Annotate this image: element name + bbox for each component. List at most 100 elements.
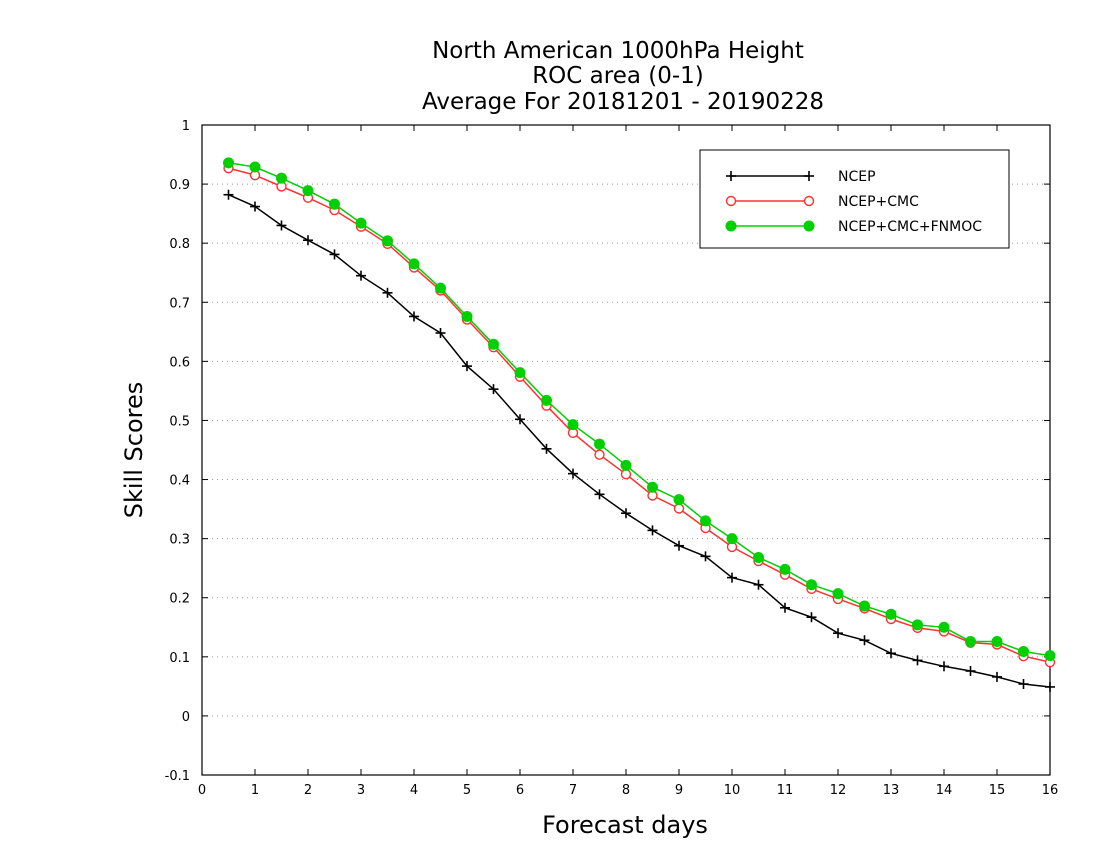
data-point-filled-circle xyxy=(461,310,473,322)
data-point-open-circle xyxy=(620,469,632,480)
data-point-plus xyxy=(356,270,366,281)
data-point-filled-circle xyxy=(806,579,817,591)
y-tick-label: 0.4 xyxy=(169,474,190,489)
data-point-plus xyxy=(965,666,976,676)
data-point-plus xyxy=(303,235,313,246)
data-point-plus xyxy=(833,628,843,639)
data-point-filled-circle xyxy=(223,157,234,169)
y-tick-label: 0 xyxy=(182,710,190,725)
data-point-plus xyxy=(541,443,552,454)
legend-entry: NCEP xyxy=(726,169,876,185)
x-tick-label: 10 xyxy=(724,783,741,798)
data-point-filled-circle xyxy=(382,235,393,247)
data-point-plus xyxy=(435,328,446,338)
data-point-filled-circle xyxy=(832,588,844,600)
data-point-filled-circle xyxy=(965,635,976,647)
data-point-plus xyxy=(515,414,525,425)
data-point-filled-circle xyxy=(329,198,340,210)
x-tick-label: 7 xyxy=(569,783,577,798)
x-tick-label: 2 xyxy=(304,783,312,798)
legend-label: NCEP xyxy=(838,169,876,185)
x-axis-label: Forecast days xyxy=(542,811,708,839)
x-tick-label: 5 xyxy=(463,783,471,798)
data-point-plus xyxy=(806,612,817,623)
data-point-plus xyxy=(647,525,658,536)
legend-label: NCEP+CMC xyxy=(838,194,919,210)
data-point-filled-circle xyxy=(302,185,314,197)
x-tick-label: 1 xyxy=(251,783,259,798)
data-point-filled-circle xyxy=(803,220,815,232)
y-axis-label: Skill Scores xyxy=(120,382,148,519)
title-line-3: Average For 20181201 - 20190228 xyxy=(422,89,824,115)
y-tick-label: 0.8 xyxy=(169,237,190,252)
data-point-plus xyxy=(992,671,1002,682)
series-ncep-cmc-fnmoc xyxy=(223,157,1056,662)
data-point-plus xyxy=(804,171,814,181)
x-tick-label: 16 xyxy=(1042,783,1059,798)
title-line-1: North American 1000hPa Height xyxy=(432,38,804,64)
data-point-plus xyxy=(276,220,287,231)
legend-entry: NCEP+CMC xyxy=(725,194,919,210)
x-tick-label: 14 xyxy=(936,783,953,798)
data-point-plus xyxy=(726,171,736,181)
data-point-filled-circle xyxy=(620,459,632,471)
data-point-filled-circle xyxy=(991,635,1003,647)
data-point-filled-circle xyxy=(249,161,261,173)
data-point-plus xyxy=(329,249,340,260)
y-tick-label: 0.6 xyxy=(169,355,190,370)
data-point-plus xyxy=(488,384,499,395)
data-point-plus xyxy=(568,468,578,479)
data-point-filled-circle xyxy=(541,394,552,406)
data-point-plus xyxy=(223,189,234,200)
data-point-filled-circle xyxy=(673,494,685,506)
axis-ticks: -0.100.10.20.30.40.50.60.70.80.910 1 2 3 4 5 6… xyxy=(165,119,1059,798)
data-point-filled-circle xyxy=(938,621,950,633)
data-point-plus xyxy=(859,635,870,646)
data-point-plus xyxy=(939,661,949,672)
data-point-plus xyxy=(621,508,631,519)
series-line xyxy=(228,194,1051,688)
chart-title: North American 1000hPa Height ROC area (… xyxy=(422,38,824,115)
data-point-plus xyxy=(753,579,764,590)
data-point-open-circle xyxy=(594,449,605,460)
data-point-filled-circle xyxy=(726,533,738,545)
data-point-filled-circle xyxy=(594,438,605,450)
x-tick-label: 9 xyxy=(675,783,683,798)
data-point-open-circle xyxy=(725,195,737,207)
data-point-filled-circle xyxy=(276,172,287,184)
legend: NCEP NCEP+CMC NCEP+CMC+FNMOC xyxy=(699,149,1010,249)
data-point-filled-circle xyxy=(647,481,658,493)
x-tick-label: 4 xyxy=(410,783,418,798)
data-point-filled-circle xyxy=(355,217,367,229)
data-point-filled-circle xyxy=(1018,646,1029,657)
data-point-filled-circle xyxy=(725,220,737,232)
x-tick-label: 8 xyxy=(622,783,630,798)
data-point-plus xyxy=(409,311,419,322)
x-tick-label: 0 xyxy=(198,783,206,798)
y-tick-label: 0.1 xyxy=(169,651,190,666)
data-point-plus xyxy=(594,489,605,500)
data-point-open-circle xyxy=(673,503,685,514)
data-point-filled-circle xyxy=(488,338,499,350)
data-point-open-circle xyxy=(803,195,815,207)
y-tick-label: 1 xyxy=(182,119,190,134)
data-point-plus xyxy=(912,655,923,666)
data-point-plus xyxy=(462,361,472,372)
data-point-filled-circle xyxy=(435,282,446,294)
y-tick-label: -0.1 xyxy=(165,769,190,784)
data-point-plus xyxy=(1018,679,1029,689)
data-point-filled-circle xyxy=(753,552,764,564)
data-point-filled-circle xyxy=(912,619,923,631)
data-point-plus xyxy=(382,287,393,298)
x-tick-label: 12 xyxy=(830,783,847,798)
series-layer xyxy=(223,157,1056,692)
data-point-filled-circle xyxy=(408,258,420,270)
x-tick-label: 11 xyxy=(777,783,794,798)
legend-entry: NCEP+CMC+FNMOC xyxy=(725,219,982,235)
x-tick-label: 13 xyxy=(883,783,900,798)
grid xyxy=(202,183,1050,717)
data-point-plus xyxy=(1045,681,1055,692)
title-line-2: ROC area (0-1) xyxy=(532,63,704,89)
data-point-filled-circle xyxy=(700,515,711,527)
